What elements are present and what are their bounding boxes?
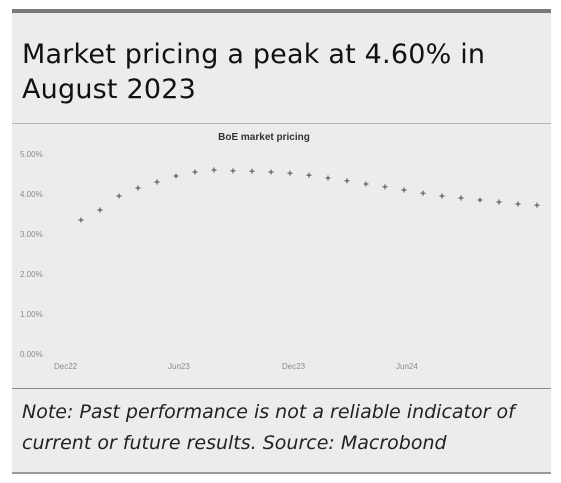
data-point — [173, 173, 179, 179]
y-tick-label: 2.00% — [20, 270, 43, 279]
x-tick-label: Jun23 — [168, 362, 190, 371]
divider — [12, 388, 551, 389]
data-point — [325, 175, 331, 181]
chart-title: BoE market pricing — [218, 132, 310, 143]
chart-heading: Market pricing a peak at 4.60% in August… — [22, 39, 486, 105]
data-point — [230, 168, 236, 174]
data-point — [116, 193, 122, 199]
data-point — [249, 168, 255, 174]
y-tick-label: 4.00% — [20, 190, 43, 199]
data-point — [401, 187, 407, 193]
data-point — [97, 207, 103, 213]
data-point — [344, 178, 350, 184]
data-point — [306, 172, 312, 178]
chart-card: Market pricing a peak at 4.60% in August… — [12, 9, 559, 472]
y-tick-label: 3.00% — [20, 230, 43, 239]
chart-area: BoE market pricing 0.00% 1.00% 2.00% 3.00% 4.… — [12, 124, 559, 387]
bottom-rule — [12, 472, 551, 474]
x-tick-label: Dec22 — [54, 362, 78, 371]
footnote: Note: Past performance is not a reliable… — [22, 401, 515, 454]
x-tick-label: Dec23 — [282, 362, 306, 371]
data-point — [534, 202, 540, 208]
data-point — [477, 197, 483, 203]
data-point — [458, 195, 464, 201]
data-point — [382, 184, 388, 190]
y-tick-label: 1.00% — [20, 310, 43, 319]
data-point — [363, 181, 369, 187]
data-point — [439, 193, 445, 199]
data-point — [515, 201, 521, 207]
data-point — [192, 169, 198, 175]
data-point — [78, 217, 84, 223]
x-tick-label: Jun24 — [396, 362, 418, 371]
data-point — [496, 199, 502, 205]
data-point — [135, 185, 141, 191]
data-point — [211, 167, 217, 173]
divider — [12, 123, 551, 124]
y-tick-label: 0.00% — [20, 350, 43, 359]
data-point — [154, 179, 160, 185]
boe-pricing-chart: BoE market pricing 0.00% 1.00% 2.00% 3.00% 4.… — [20, 132, 559, 371]
data-point — [268, 169, 274, 175]
y-tick-label: 5.00% — [20, 150, 43, 159]
data-point — [287, 170, 293, 176]
data-point — [420, 190, 426, 196]
